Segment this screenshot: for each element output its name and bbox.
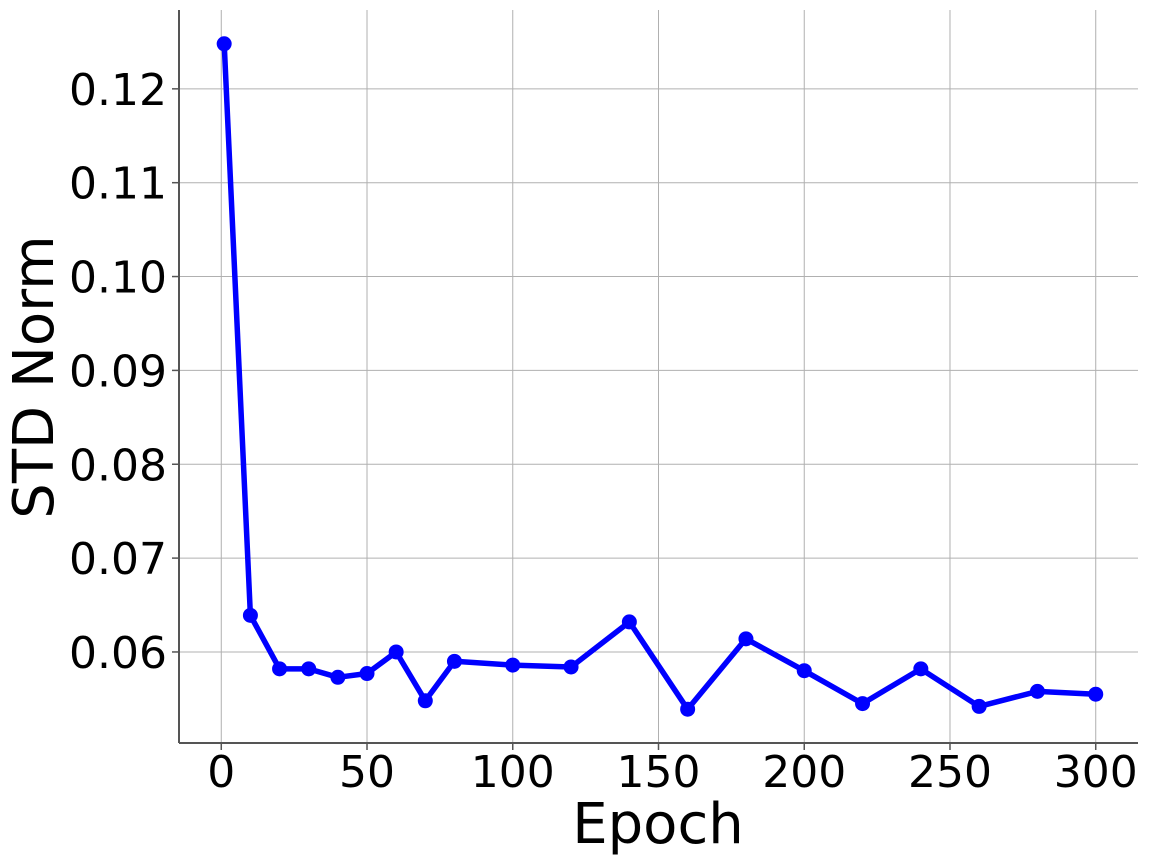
data-point xyxy=(1029,683,1045,699)
data-point xyxy=(971,698,987,714)
y-axis-title: STD Norm xyxy=(2,235,67,518)
data-point xyxy=(913,661,929,677)
data-point xyxy=(855,696,871,712)
x-tick-label: 250 xyxy=(908,747,992,798)
data-point xyxy=(680,701,696,717)
data-point xyxy=(301,661,317,677)
series-line xyxy=(221,41,1099,712)
data-point xyxy=(242,607,258,623)
data-point xyxy=(216,36,232,52)
data-point xyxy=(388,644,404,660)
x-tick-label: 0 xyxy=(207,747,235,798)
data-point xyxy=(1088,686,1104,702)
ticks: 0 50 100 150 200 250 300 0.06 0.07 0.08 0.09 0.10 0.… xyxy=(69,65,1138,798)
series-layer xyxy=(216,36,1104,717)
data-point xyxy=(272,661,288,677)
y-tick-label: 0.12 xyxy=(69,65,167,116)
y-tick-label: 0.10 xyxy=(69,253,167,304)
data-point xyxy=(417,693,433,709)
data-point xyxy=(738,631,754,647)
y-tick-label: 0.07 xyxy=(69,534,167,585)
y-tick-label: 0.11 xyxy=(69,159,167,210)
data-point xyxy=(505,657,521,673)
x-tick-label: 100 xyxy=(471,747,555,798)
x-tick-label: 50 xyxy=(339,747,395,798)
y-tick-label: 0.06 xyxy=(69,628,167,679)
data-point xyxy=(563,659,579,675)
data-point xyxy=(621,614,637,630)
y-tick-label: 0.09 xyxy=(69,346,167,397)
data-point xyxy=(330,669,346,685)
data-point xyxy=(446,653,462,669)
x-tick-label: 150 xyxy=(617,747,701,798)
data-point xyxy=(796,663,812,679)
grid xyxy=(179,10,1138,743)
x-axis-title: Epoch xyxy=(572,792,743,857)
x-tick-label: 200 xyxy=(762,747,846,798)
x-tick-label: 300 xyxy=(1054,747,1138,798)
data-point xyxy=(359,666,375,682)
y-tick-label: 0.08 xyxy=(69,440,167,491)
